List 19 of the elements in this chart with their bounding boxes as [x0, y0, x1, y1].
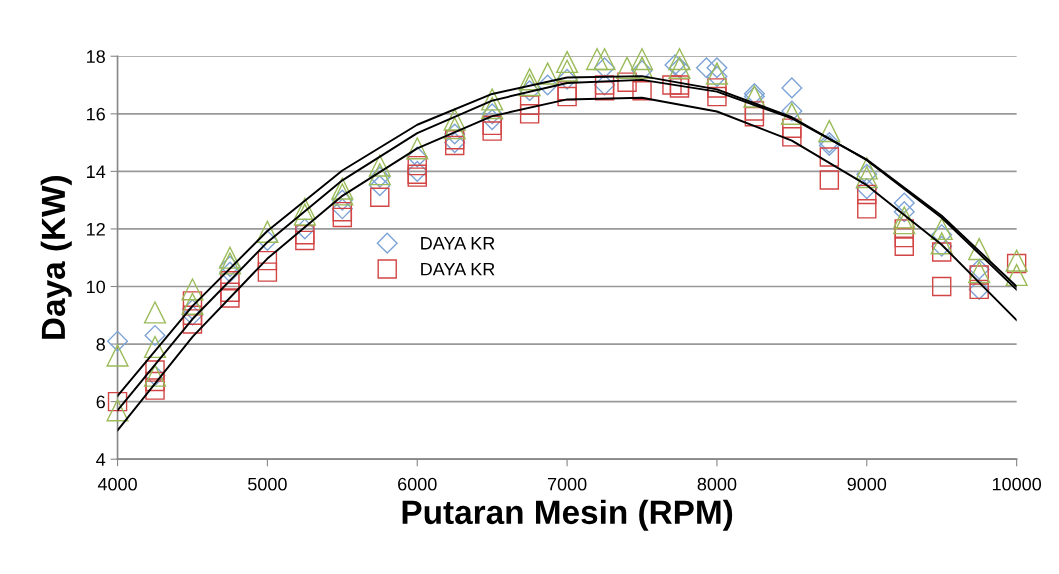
legend-label: DAYA KR: [421, 237, 495, 250]
x-tick-label: 7000: [547, 477, 587, 491]
x-tick-label: 8000: [697, 477, 737, 491]
y-tick-label: 10: [87, 280, 106, 294]
y-tick-label: 18: [87, 50, 105, 63]
x-tick-label: 5000: [248, 477, 287, 491]
y-tick-label: 4: [96, 453, 106, 466]
x-axis-title: Putaran Mesin (RPM): [402, 499, 733, 531]
x-tick-label: 6000: [398, 477, 437, 491]
y-tick-label: 16: [87, 107, 105, 121]
x-tick-label: 10000: [992, 477, 1042, 491]
y-tick-label: 8: [96, 338, 105, 351]
x-tick-label: 9000: [847, 477, 887, 491]
x-tick-label: 4000: [97, 477, 137, 491]
legend-label: DAYA KR: [421, 262, 495, 276]
y-tick-label: 6: [96, 395, 105, 409]
y-axis-title: Daya (KW): [40, 176, 72, 339]
y-tick-label: 12: [87, 222, 105, 236]
y-tick-label: 14: [87, 165, 106, 178]
